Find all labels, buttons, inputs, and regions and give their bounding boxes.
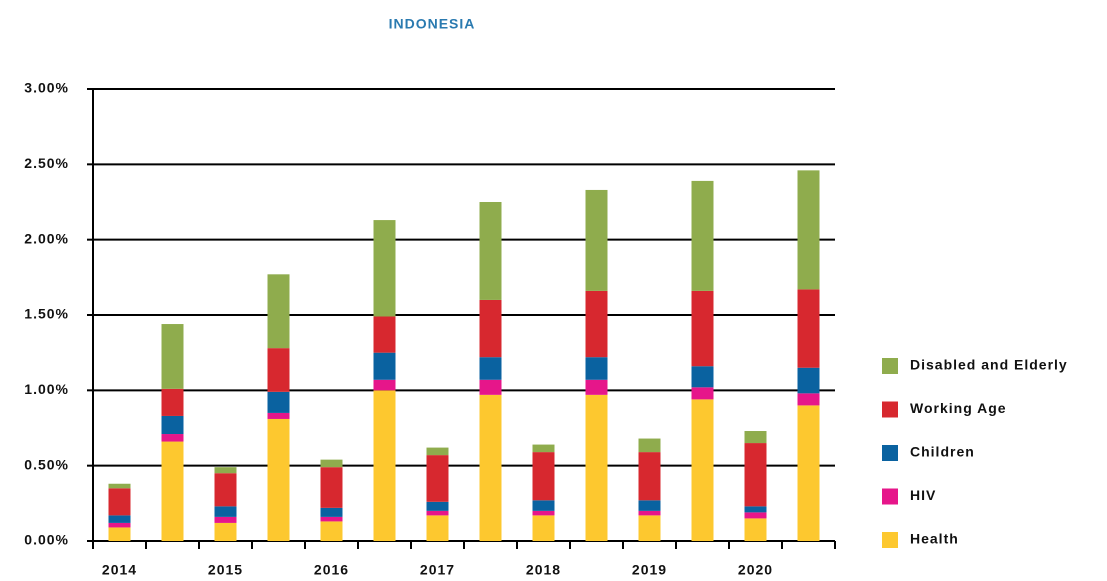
- bar-segment: [267, 418, 290, 541]
- bar-segment: [320, 516, 343, 522]
- bar-segment: [797, 393, 820, 406]
- bar-segment: [691, 180, 714, 291]
- bar-segment: [691, 387, 714, 400]
- bar-segment: [426, 447, 449, 456]
- bar-segment: [585, 290, 608, 358]
- bar-segment: [691, 366, 714, 388]
- y-tick-label: 0.00%: [24, 532, 69, 548]
- bar-segment: [108, 483, 131, 489]
- bar-segment: [267, 274, 290, 349]
- bar-segment: [797, 170, 820, 290]
- bar-segment: [373, 379, 396, 391]
- bar-segment: [532, 510, 555, 516]
- bar-segment: [161, 388, 184, 416]
- bar-segment: [691, 399, 714, 541]
- y-tick-label: 1.50%: [24, 306, 69, 322]
- x-tick-label: 2014: [102, 562, 137, 578]
- bar-segment: [638, 438, 661, 453]
- bar-segment: [638, 500, 661, 511]
- bar-segment: [638, 515, 661, 541]
- bar-segment: [532, 500, 555, 511]
- legend-swatch: [882, 358, 898, 374]
- bar-segment: [373, 220, 396, 317]
- x-tick-label: 2015: [208, 562, 243, 578]
- bar-segment: [320, 507, 343, 517]
- bar-segment: [797, 289, 820, 368]
- bar-segment: [744, 512, 767, 519]
- bar-segment: [585, 189, 608, 291]
- bar-segment: [320, 521, 343, 541]
- bar-segment: [320, 467, 343, 508]
- bar-segment: [161, 415, 184, 435]
- bar-segment: [479, 299, 502, 358]
- y-tick-label: 1.00%: [24, 381, 69, 397]
- bar-segment: [585, 394, 608, 541]
- bar-segment: [585, 379, 608, 395]
- bar-segment: [373, 390, 396, 541]
- legend-label: HIV: [910, 487, 936, 503]
- bar-segment: [161, 434, 184, 442]
- x-tick-label: 2018: [526, 562, 561, 578]
- bar-segment: [214, 467, 237, 474]
- bar-segment: [744, 431, 767, 444]
- bar-segment: [585, 357, 608, 380]
- x-tick-label: 2016: [314, 562, 349, 578]
- bar-segment: [479, 394, 502, 541]
- y-tick-label: 2.00%: [24, 230, 69, 246]
- bar-segment: [638, 452, 661, 501]
- legend-label: Disabled and Elderly: [910, 357, 1068, 373]
- x-tick-label: 2017: [420, 562, 455, 578]
- legend-swatch: [882, 488, 898, 505]
- legend-label: Children: [910, 444, 975, 460]
- bar-segment: [426, 510, 449, 516]
- bar-segment: [532, 444, 555, 453]
- bar-segment: [744, 443, 767, 507]
- legend-label: Working Age: [910, 400, 1007, 416]
- bar-segment: [638, 510, 661, 516]
- bar-segment: [108, 515, 131, 523]
- bar-segment: [267, 348, 290, 392]
- y-tick-label: 0.50%: [24, 456, 69, 472]
- bar-segment: [161, 324, 184, 389]
- bar-segment: [532, 452, 555, 501]
- bar-segment: [161, 441, 184, 541]
- bar-segment: [479, 357, 502, 380]
- bar-segment: [797, 367, 820, 394]
- bar-segment: [373, 352, 396, 380]
- bar-segment: [267, 412, 290, 419]
- bar-segment: [373, 316, 396, 353]
- bar-segment: [108, 527, 131, 541]
- legend-swatch: [882, 445, 898, 461]
- chart-title: INDONESIA: [389, 16, 476, 32]
- bar-segment: [744, 506, 767, 513]
- bar-segment: [426, 515, 449, 541]
- bar-segment: [797, 405, 820, 541]
- bar-segment: [108, 488, 131, 516]
- bar-segment: [532, 515, 555, 541]
- bar-segment: [108, 522, 131, 528]
- bar-segment: [267, 391, 290, 413]
- bar-segment: [691, 290, 714, 367]
- bar-segment: [214, 516, 237, 523]
- x-tick-label: 2020: [738, 562, 773, 578]
- bar-segment: [426, 501, 449, 511]
- x-tick-label: 2019: [632, 562, 667, 578]
- bar-segment: [744, 518, 767, 541]
- bar-segment: [320, 459, 343, 468]
- bar-segment: [479, 202, 502, 300]
- y-tick-label: 3.00%: [24, 80, 69, 96]
- legend-swatch: [882, 532, 898, 548]
- bar-segment: [426, 455, 449, 502]
- bar-segment: [214, 473, 237, 507]
- bar-segment: [479, 379, 502, 395]
- legend-swatch: [882, 401, 898, 418]
- bar-segment: [214, 506, 237, 517]
- bar-segment: [214, 522, 237, 541]
- legend-label: Health: [910, 531, 959, 547]
- y-tick-label: 2.50%: [24, 155, 69, 171]
